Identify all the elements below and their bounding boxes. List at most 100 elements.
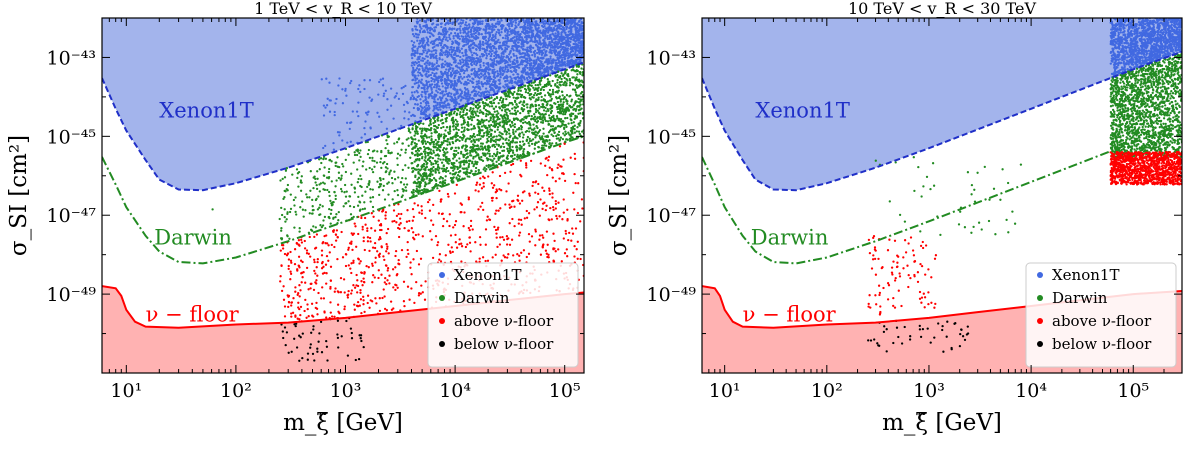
scatter-point [504, 80, 507, 83]
scatter-point [518, 52, 521, 55]
scatter-point [384, 89, 387, 92]
scatter-point [324, 106, 327, 109]
scatter-point [455, 127, 458, 130]
scatter-point [420, 27, 423, 30]
scatter-point [494, 25, 497, 29]
scatter-point [564, 130, 567, 133]
scatter-point [462, 44, 466, 47]
scatter-point [477, 168, 480, 172]
scatter-point [459, 55, 462, 59]
scatter-point [457, 78, 460, 81]
scatter-point [434, 159, 437, 163]
scatter-point [517, 89, 520, 93]
scatter-point [466, 27, 469, 30]
scatter-point [562, 132, 565, 135]
scatter-point [579, 71, 582, 74]
scatter-point [513, 66, 516, 70]
scatter-point [555, 28, 558, 31]
scatter-point [478, 69, 481, 73]
scatter-point [562, 35, 565, 39]
scatter-point [478, 133, 481, 137]
scatter-point [419, 102, 423, 105]
scatter-point [439, 44, 443, 47]
scatter-point [515, 141, 519, 144]
scatter-point [351, 110, 354, 113]
scatter-point [472, 164, 475, 168]
scatter-point [433, 45, 436, 48]
scatter-point [547, 22, 550, 25]
scatter-point [444, 120, 448, 123]
scatter-point [470, 80, 474, 83]
scatter-point [452, 53, 456, 57]
scatter-point [517, 73, 520, 76]
scatter-point [484, 25, 487, 28]
scatter-point [576, 38, 579, 41]
scatter-point [546, 63, 549, 66]
scatter-point [379, 78, 382, 81]
scatter-point [477, 57, 480, 60]
scatter-point [551, 142, 554, 145]
scatter-point [551, 28, 555, 32]
scatter-point [561, 94, 564, 97]
scatter-point [457, 128, 460, 132]
scatter-point [459, 111, 462, 114]
scatter-point [452, 124, 455, 127]
scatter-point [466, 92, 470, 95]
scatter-point [532, 46, 535, 50]
scatter-point [454, 49, 457, 53]
scatter-point [449, 67, 452, 70]
scatter-point [534, 141, 537, 144]
scatter-point [357, 101, 360, 104]
scatter-point [468, 23, 471, 27]
scatter-point [486, 42, 489, 45]
scatter-point [502, 43, 505, 46]
scatter-point [423, 24, 427, 28]
scatter-point [459, 25, 462, 28]
scatter-point [472, 132, 476, 136]
scatter-point [487, 64, 490, 67]
scatter-point [484, 114, 488, 118]
scatter-point [421, 74, 424, 77]
scatter-point [470, 72, 473, 76]
scatter-point [472, 35, 475, 38]
scatter-point [459, 88, 462, 91]
scatter-point [530, 128, 534, 131]
scatter-point [500, 161, 503, 164]
scatter-point [454, 96, 457, 99]
scatter-point [525, 88, 528, 92]
scatter-point [522, 147, 526, 151]
scatter-point [563, 37, 566, 41]
scatter-point [512, 41, 516, 44]
scatter-point [389, 87, 393, 90]
scatter-point [350, 121, 353, 124]
scatter-point [436, 163, 440, 166]
scatter-point [522, 133, 525, 136]
scatter-point [436, 103, 439, 106]
scatter-point [477, 154, 480, 157]
scatter-point [580, 28, 584, 31]
scatter-point [450, 97, 454, 100]
scatter-point [461, 96, 464, 99]
scatter-point [427, 104, 430, 108]
scatter-point [573, 89, 577, 92]
scatter-point [502, 125, 505, 129]
scatter-point [549, 144, 553, 147]
scatter-point [465, 39, 468, 42]
scatter-point [517, 44, 520, 48]
scatter-point [483, 72, 487, 75]
scatter-point [476, 110, 479, 113]
scatter-point [552, 33, 555, 36]
scatter-point [475, 37, 478, 40]
scatter-point [549, 37, 553, 40]
scatter-point [536, 83, 540, 87]
scatter-point [434, 171, 437, 174]
scatter-point [453, 77, 456, 80]
scatter-point [450, 75, 453, 78]
scatter-point [450, 54, 453, 58]
scatter-point [407, 118, 410, 121]
scatter-point [574, 51, 577, 54]
scatter-point [421, 59, 425, 62]
scatter-point [509, 39, 512, 42]
scatter-point [332, 148, 336, 151]
scatter-point [416, 51, 419, 55]
